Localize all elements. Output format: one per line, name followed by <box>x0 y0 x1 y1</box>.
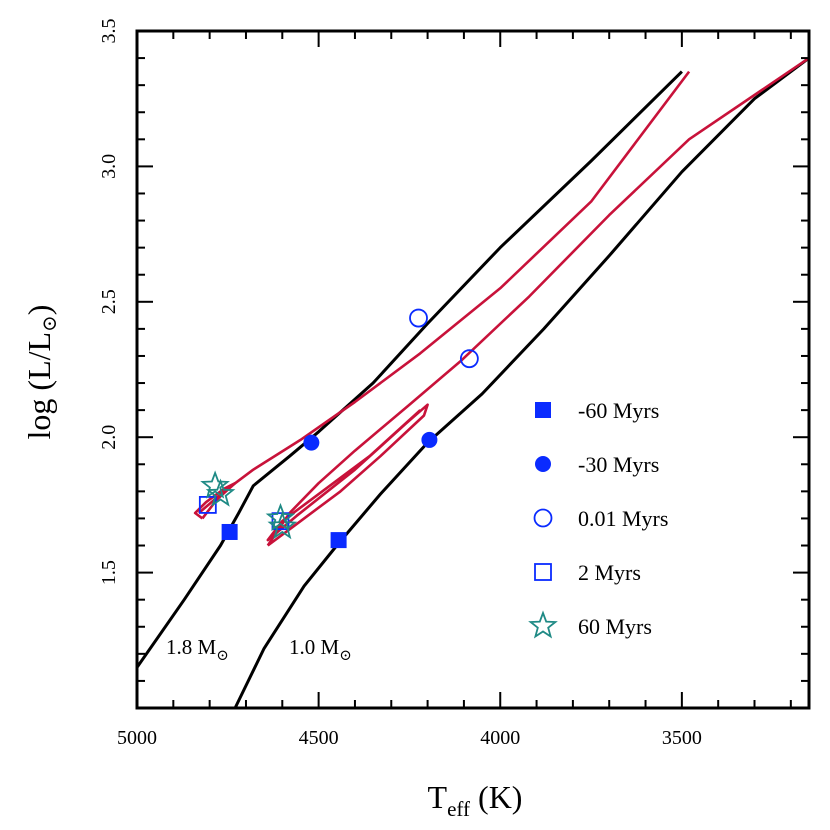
y-axis-title: log (L/L⊙) <box>21 305 61 440</box>
x-axis-title-unit: (K) <box>470 779 522 815</box>
x-tick-label: 4000 <box>480 727 520 749</box>
data-marker-star-open-10 <box>265 502 296 532</box>
data-marker-star-open-9 <box>205 478 236 507</box>
plot-content <box>135 56 810 709</box>
sun-symbol: ⊙ <box>216 648 229 664</box>
data-marker-square-filled-1 <box>330 532 347 549</box>
x-axis-title-subscript: eff <box>447 797 470 821</box>
x-tick-label: 3500 <box>662 727 702 749</box>
x-axis-title-main: T <box>428 779 448 815</box>
legend-label-4: 60 Myrs <box>578 614 652 639</box>
perturbed-track-4 <box>266 57 810 547</box>
mass-label-1-8: 1.8 M⊙ <box>166 635 229 664</box>
x-axis-title: Teff (K) <box>428 779 523 821</box>
legend-label-0: -60 Myrs <box>578 398 659 423</box>
plot-frame <box>135 29 811 710</box>
mass-label-1-0-text: 1.0 M <box>289 635 340 659</box>
x-tick-label: 5000 <box>117 727 157 749</box>
legend-marker-3 <box>534 563 552 581</box>
y-axis-title-main: log (L/L <box>21 332 57 440</box>
x-tick-label: 4500 <box>299 727 339 749</box>
mass-labels: 1.8 M⊙ 1.0 M⊙ <box>166 635 352 664</box>
legend-marker-1 <box>535 456 551 472</box>
legend-marker-2 <box>533 508 553 528</box>
legend-marker-0 <box>535 402 551 418</box>
legend: -60 Myrs -30 Myrs 0.01 Myrs 2 Myrs 60 Myrs <box>528 398 668 639</box>
data-marker-square-open-7 <box>271 512 290 531</box>
data-marker-star-open-8 <box>200 470 230 499</box>
perturbed-track-5 <box>266 403 429 547</box>
data-marker-square-filled-0 <box>221 523 238 540</box>
data-marker-star-open-11 <box>267 511 298 540</box>
evolution-track-1 <box>233 56 810 709</box>
data-marker-circle-open-5 <box>459 349 479 369</box>
y-axis-sun-symbol: ⊙ <box>39 315 61 332</box>
axis-ticks <box>136 30 809 709</box>
y-tick-label: 3.0 <box>98 154 120 179</box>
legend-label-3: 2 Myrs <box>578 560 641 585</box>
y-tick-label: 2.0 <box>98 425 120 450</box>
legend-label-2: 0.01 Myrs <box>578 506 668 531</box>
legend-marker-4 <box>528 610 558 639</box>
y-tick-label: 3.5 <box>98 19 120 44</box>
sun-symbol: ⊙ <box>339 648 352 664</box>
axis-tick-labels: 5000 4500 4000 3500 1.5 2.0 2.5 3.0 3.5 <box>98 19 702 750</box>
y-tick-label: 1.5 <box>98 560 120 585</box>
mass-label-1-0: 1.0 M⊙ <box>289 635 352 664</box>
legend-label-1: -30 Myrs <box>578 452 659 477</box>
data-marker-circle-open-4 <box>409 308 428 328</box>
y-axis-title-close: ) <box>21 305 57 316</box>
mass-label-1-8-text: 1.8 M <box>166 635 217 659</box>
data-marker-circle-filled-2 <box>303 434 320 451</box>
data-marker-circle-filled-3 <box>421 431 438 448</box>
y-tick-label: 2.5 <box>98 289 120 314</box>
